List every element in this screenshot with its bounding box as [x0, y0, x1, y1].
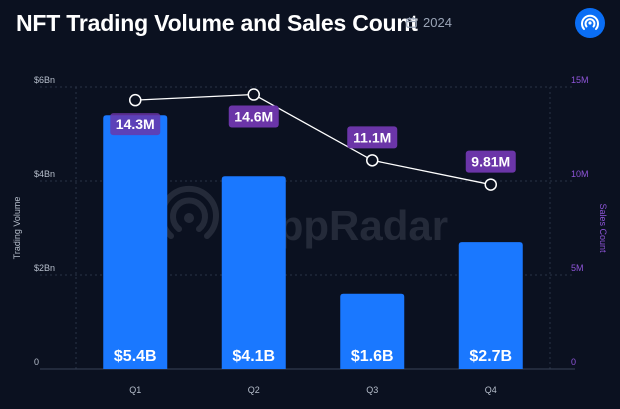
sales-label-box [347, 126, 398, 149]
sales-point [129, 93, 142, 107]
bar [340, 293, 405, 369]
sales-point [366, 154, 379, 167]
sales-point [247, 88, 260, 101]
x-tick-label: Q1 [129, 385, 141, 395]
x-tick-label: Q4 [485, 385, 497, 395]
sales-label-box [465, 150, 516, 173]
y2-tick-label: 15M [571, 75, 589, 85]
bar [221, 176, 286, 369]
bar-value-label: $4.1B [232, 348, 275, 365]
sales-value-label: 14.3M [116, 116, 155, 132]
year-label: 2024 [423, 15, 452, 30]
x-tick-label: Q3 [366, 385, 378, 395]
calendar-icon [406, 17, 417, 28]
y-axis-title: Trading Volume [12, 197, 22, 260]
bar [458, 242, 523, 369]
bar-value-label: $5.4B [114, 348, 157, 365]
sales-line [135, 93, 491, 186]
sales-value-label: 9.81M [471, 154, 510, 170]
bar-value-label: $1.6B [351, 348, 394, 365]
dappradar-logo-icon [575, 8, 605, 38]
year-filter[interactable]: 2024 [406, 15, 452, 30]
sales-value-label: 11.1M [353, 129, 391, 145]
watermark-logo [159, 185, 219, 239]
y2-axis-title: Sales Count [598, 203, 608, 253]
sales-label-box [228, 105, 279, 128]
y-tick-label: $2Bn [34, 263, 55, 273]
sales-label-box [110, 113, 161, 136]
y2-tick-label: 0 [571, 357, 576, 367]
bar-value-label: $2.7B [469, 348, 512, 365]
y2-tick-label: 5M [571, 263, 584, 273]
chart-title: NFT Trading Volume and Sales Count [16, 10, 418, 36]
sales-point [484, 178, 497, 191]
y2-tick-label: 10M [571, 169, 589, 179]
y-tick-label: $4Bn [34, 169, 55, 179]
sales-value-label: 14.6M [234, 109, 273, 125]
x-tick-label: Q2 [248, 385, 260, 395]
y-tick-label: 0 [34, 357, 39, 367]
y-tick-label: $6Bn [34, 75, 55, 85]
bar [103, 115, 168, 369]
